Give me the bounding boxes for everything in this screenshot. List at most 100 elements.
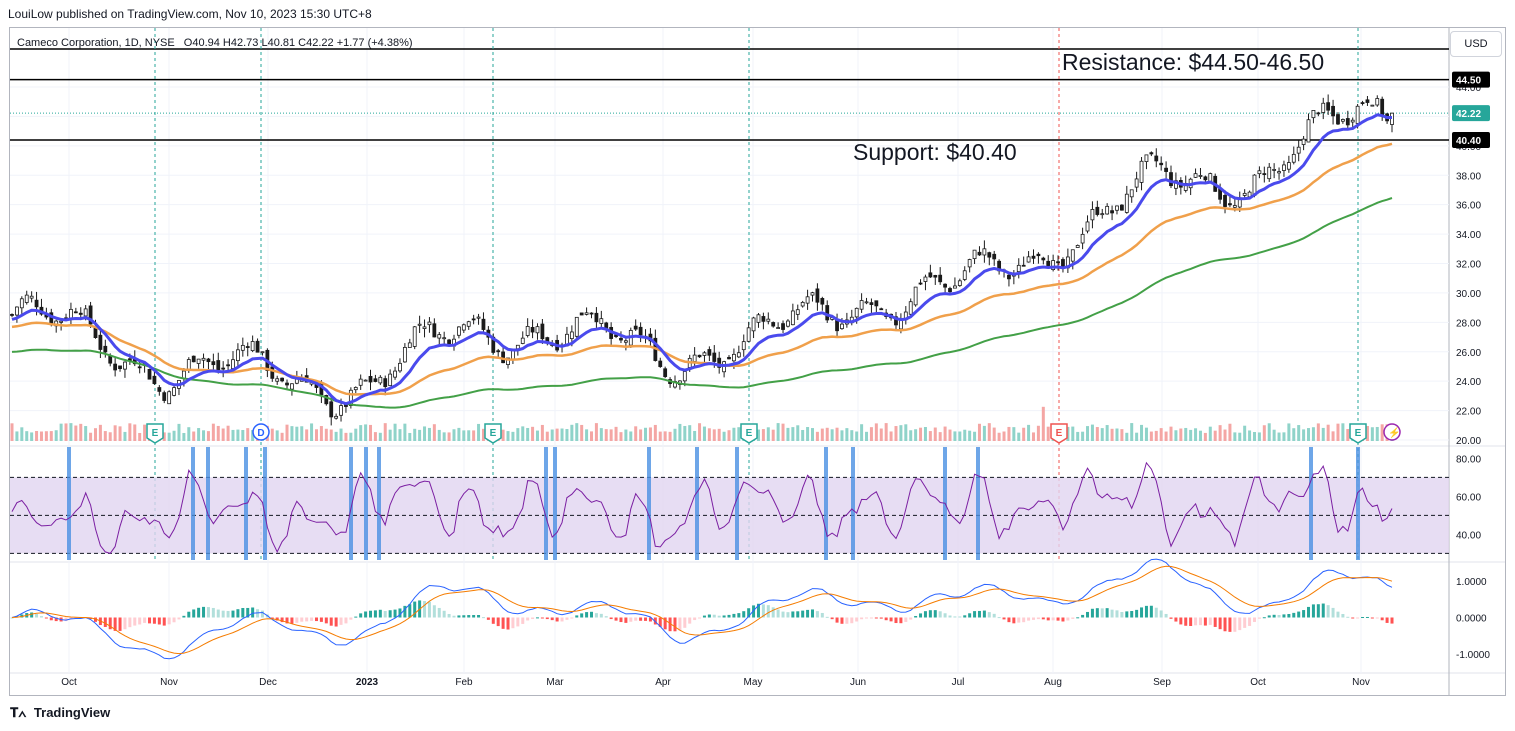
candle-body [1016, 264, 1021, 273]
macd-histogram-bar [987, 612, 991, 618]
volume-bar [698, 423, 702, 441]
volume-bar [511, 431, 515, 441]
macd-histogram-bar [324, 617, 328, 624]
candle-body [152, 375, 157, 384]
candle-body [790, 310, 795, 326]
candle-body [933, 274, 938, 278]
ema-slow-line [11, 197, 1393, 409]
macd-histogram-bar [413, 601, 417, 618]
volume-bar [349, 432, 353, 441]
macd-histogram-bar [560, 617, 564, 622]
candle-body [172, 387, 176, 396]
candle-body [1272, 169, 1277, 171]
candle-body [1316, 112, 1321, 115]
candle-body [447, 339, 451, 345]
volume-bar [10, 423, 14, 441]
volume-bar [860, 424, 864, 441]
volume-bar [143, 424, 147, 441]
candle-body [957, 280, 962, 286]
macd-histogram-bar [521, 617, 525, 624]
candle-body [83, 308, 88, 317]
macd-histogram-bar [1066, 617, 1070, 621]
volume-bar [806, 427, 810, 441]
dividend-marker-icon [252, 423, 270, 441]
macd-histogram-bar [590, 611, 594, 618]
macd-histogram-bar [825, 616, 829, 618]
rsi-tick-label: 80.00 [1456, 454, 1481, 465]
volume-bar [1095, 427, 1099, 441]
candle-body [1169, 172, 1173, 187]
publisher-info: LouiLow published on TradingView.com, No… [8, 7, 372, 21]
macd-histogram-bar [953, 616, 957, 618]
volume-bar [20, 427, 24, 441]
candle-body [1154, 155, 1159, 162]
candle-body [417, 323, 422, 326]
candle-body [923, 276, 928, 282]
volume-bar [427, 427, 431, 441]
event-marker: E [146, 423, 164, 444]
volume-bar [1154, 430, 1158, 441]
volume-bar [869, 427, 873, 441]
time-axis-label: Jul [952, 677, 965, 688]
lightning-event-icon [1383, 423, 1401, 441]
candle-body [363, 379, 368, 382]
volume-bar [398, 429, 402, 441]
volume-bar [801, 429, 805, 441]
candle-body [334, 415, 339, 419]
volume-bar [241, 429, 245, 441]
volume-bar [1076, 431, 1080, 441]
volume-bar [305, 429, 309, 441]
candle-body [442, 337, 447, 340]
candle-body [167, 391, 172, 405]
volume-bar [531, 426, 535, 441]
macd-histogram-bar [1076, 617, 1080, 619]
volume-bar [702, 426, 706, 441]
macd-histogram-bar [1375, 617, 1379, 619]
candle-body [569, 331, 574, 340]
volume-bar [481, 428, 485, 441]
candle-body [240, 344, 245, 351]
volume-bar [987, 423, 991, 441]
volume-bar [899, 425, 903, 441]
candle-body [1326, 102, 1331, 111]
candle-body [1070, 249, 1075, 262]
macd-tick-label: -1.0000 [1456, 650, 1490, 661]
candle-body [913, 286, 918, 306]
volume-bar [359, 425, 363, 441]
candle-body [1345, 118, 1350, 126]
candle-body [432, 323, 437, 338]
volume-bar [1248, 430, 1252, 441]
macd-histogram-bar [1027, 617, 1031, 621]
macd-histogram-bar [1184, 617, 1188, 626]
macd-histogram-bar [531, 617, 535, 620]
macd-histogram-bar [634, 617, 638, 621]
macd-histogram-bar [1233, 617, 1237, 632]
rsi-signal-bar [1356, 447, 1360, 560]
macd-histogram-bar [113, 617, 117, 631]
currency-button[interactable]: USD [1450, 31, 1502, 57]
volume-bar [973, 431, 977, 441]
volume-bar [74, 425, 78, 441]
macd-histogram-bar [1356, 617, 1360, 619]
macd-histogram-bar [39, 616, 43, 618]
volume-bar [756, 429, 760, 441]
macd-histogram-bar [1086, 611, 1090, 618]
candle-body [118, 365, 122, 369]
candle-body [147, 369, 152, 380]
macd-histogram-bar [747, 608, 751, 618]
candle-body [702, 352, 707, 356]
rsi-signal-bar [377, 447, 381, 560]
macd-histogram-bar [1095, 608, 1099, 618]
ema-fast-line [11, 113, 1392, 406]
volume-bar [673, 428, 677, 441]
macd-histogram-bar [565, 617, 569, 620]
macd-histogram-bar [216, 609, 220, 618]
candle-body [1036, 253, 1041, 257]
macd-histogram-bar [172, 617, 176, 623]
macd-histogram-bar [1311, 604, 1315, 618]
tradingview-logo-icon: 𝐓∧ [10, 705, 27, 720]
candle-body [1164, 167, 1168, 172]
macd-histogram-bar [1361, 617, 1365, 619]
volume-bar [221, 428, 225, 441]
